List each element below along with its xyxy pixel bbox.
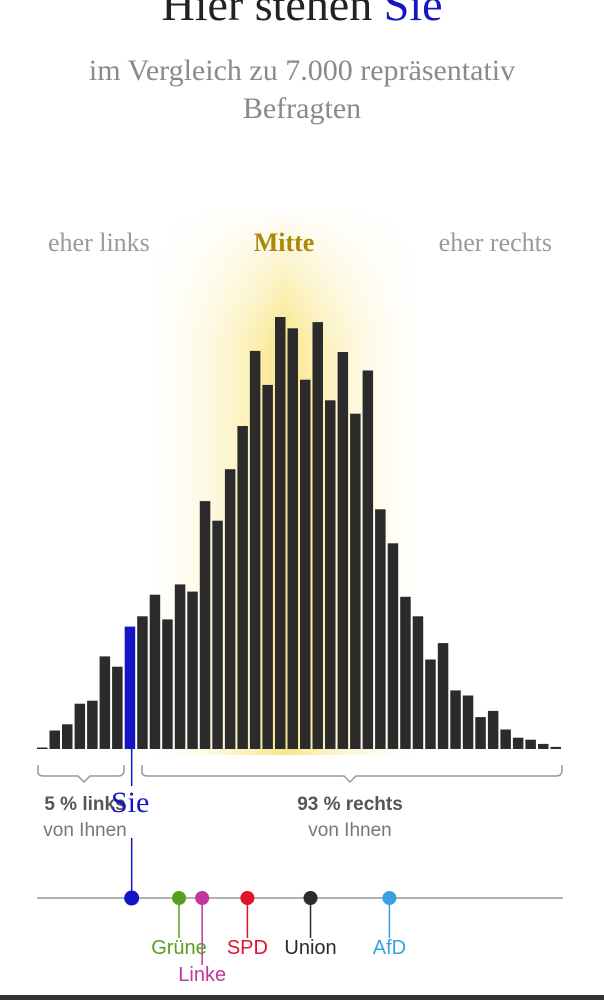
bar-29 [400,596,411,749]
bar-25 [350,413,361,749]
bar-you [124,626,136,749]
region-right-label: eher rechts [438,228,552,257]
party-label-linke: Linke [178,964,227,986]
party-dot-grüne [172,891,187,905]
bar-24 [337,352,349,749]
bar-11 [174,584,186,749]
party-dot-afd [382,891,397,905]
bar-6 [112,666,123,749]
bar-41 [550,746,561,749]
party-axis [37,749,563,965]
bar-2 [62,724,73,749]
left-stat-value: 5 % links [44,794,126,815]
bar-3 [74,703,86,749]
bar-34 [462,695,474,749]
region-middle-label: Mitte [253,228,315,257]
bar-19 [275,317,286,749]
bar-18 [262,384,273,749]
bar-23 [325,400,336,749]
bar-33 [450,690,461,749]
bar-15 [224,469,236,749]
bar-35 [475,717,486,749]
left-stat: 5 % links von Ihnen [30,792,140,844]
bar-27 [375,509,386,749]
bar-38 [512,737,524,749]
bar-1 [49,730,60,749]
bar-20 [287,328,298,749]
right-stat: 93 % rechts von Ihnen [250,792,450,844]
bar-13 [199,501,211,749]
you-dot [124,890,140,906]
bar-30 [412,616,424,749]
subtitle: im Vergleich zu 7.000 repräsentativ Befr… [88,54,516,125]
bar-0 [37,747,48,749]
bar-26 [362,370,374,749]
bar-36 [487,710,499,749]
party-dot-linke [195,891,210,905]
title-you: Sie [383,0,443,30]
bar-8 [137,616,148,749]
bar-32 [437,643,449,749]
bar-21 [300,379,311,749]
bar-17 [249,350,261,749]
bar-14 [212,520,223,749]
left-stat-caption: von Ihnen [43,820,127,841]
party-dot-spd [240,891,255,905]
bar-12 [187,591,198,749]
party-dot-union [303,891,318,905]
you-label: Sie [111,786,150,819]
party-label-grüne: Grüne [151,937,207,959]
region-left-label: eher links [48,228,150,257]
bar-22 [312,322,323,749]
bar-5 [99,656,111,749]
party-label-spd: SPD [226,937,268,959]
bar-16 [237,426,248,749]
bar-39 [525,739,536,749]
party-label-union: Union [284,937,337,959]
bottom-bar [0,995,604,1000]
bar-40 [538,743,549,749]
bar-10 [162,619,173,749]
party-label-afd: AfD [372,937,407,959]
page-title: Hier stehen Sie [0,0,604,31]
bar-28 [387,543,399,749]
bar-31 [425,659,436,749]
bars-group [37,317,561,749]
right-brace [141,765,563,784]
title-prefix: Hier stehen [161,0,384,30]
left-brace [37,765,125,784]
bar-4 [87,700,98,749]
bar-9 [149,594,161,749]
right-stat-value: 93 % rechts [297,794,403,815]
bar-37 [500,729,511,749]
right-stat-caption: von Ihnen [308,820,392,841]
